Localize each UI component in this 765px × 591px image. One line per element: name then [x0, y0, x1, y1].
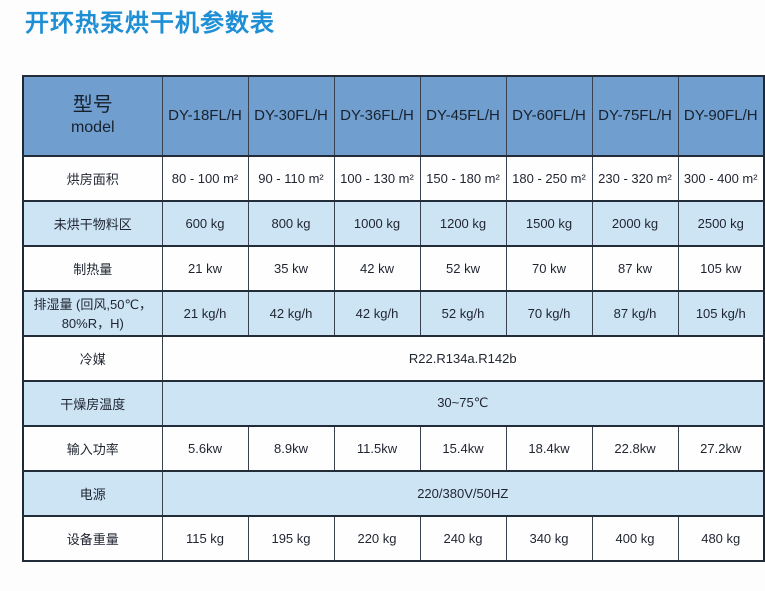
value-cell: 480 kg: [677, 514, 765, 562]
table-row: 冷媒 R22.R134a.R142b: [22, 334, 765, 382]
value-cell: 600 kg: [161, 199, 249, 247]
value-cell: 105 kg/h: [677, 289, 765, 337]
model-column-header: DY-45FL/H: [419, 74, 507, 157]
value-cell: 1200 kg: [419, 199, 507, 247]
table-row: 设备重量 115 kg 195 kg 220 kg 240 kg 340 kg 400 kg…: [22, 514, 765, 562]
value-cell: 18.4kw: [505, 424, 593, 472]
row-label: 烘房面积: [22, 154, 163, 202]
row-label: 电源: [22, 469, 163, 517]
model-header-cell: 型号 model: [22, 74, 163, 157]
value-cell: 240 kg: [419, 514, 507, 562]
value-cell: 800 kg: [247, 199, 335, 247]
row-label: 冷媒: [22, 334, 163, 382]
value-cell: 70 kg/h: [505, 289, 593, 337]
model-column-header: DY-36FL/H: [333, 74, 421, 157]
table-header-row: 型号 model DY-18FL/H DY-30FL/H DY-36FL/H DY-4…: [22, 74, 765, 157]
value-cell: 21 kw: [161, 244, 249, 292]
value-cell: 27.2kw: [677, 424, 765, 472]
model-column-header: DY-30FL/H: [247, 74, 335, 157]
model-label-zh: 型号: [72, 94, 113, 117]
table-row: 排湿量 (回风,50℃，80%R，H) 21 kg/h 42 kg/h 42 kg/h…: [22, 289, 765, 337]
table-row: 烘房面积 80 - 100 m² 90 - 110 m² 100 - 130 m² 15…: [22, 154, 765, 202]
value-cell: 150 - 180 m²: [419, 154, 507, 202]
row-label: 制热量: [22, 244, 163, 292]
value-cell: 87 kg/h: [591, 289, 679, 337]
value-cell: 11.5kw: [333, 424, 421, 472]
row-label: 输入功率: [22, 424, 163, 472]
value-cell: 42 kg/h: [333, 289, 421, 337]
table-row: 输入功率 5.6kw 8.9kw 11.5kw 15.4kw 18.4kw 22.8kw 27…: [22, 424, 765, 472]
table-row: 电源 220/380V/50HZ: [22, 469, 765, 517]
value-cell: 195 kg: [247, 514, 335, 562]
value-cell: 52 kg/h: [419, 289, 507, 337]
value-cell: 90 - 110 m²: [247, 154, 335, 202]
value-cell: 42 kw: [333, 244, 421, 292]
table-row: 制热量 21 kw 35 kw 42 kw 52 kw 70 kw 87 kw 105 kw: [22, 244, 765, 292]
merged-value-cell: 30~75℃: [161, 379, 765, 427]
value-cell: 100 - 130 m²: [333, 154, 421, 202]
value-cell: 21 kg/h: [161, 289, 249, 337]
value-cell: 8.9kw: [247, 424, 335, 472]
value-cell: 300 - 400 m²: [677, 154, 765, 202]
merged-value-cell: R22.R134a.R142b: [161, 334, 765, 382]
row-label: 未烘干物料区: [22, 199, 163, 247]
model-column-header: DY-60FL/H: [505, 74, 593, 157]
value-cell: 15.4kw: [419, 424, 507, 472]
value-cell: 180 - 250 m²: [505, 154, 593, 202]
value-cell: 230 - 320 m²: [591, 154, 679, 202]
model-label-en: model: [70, 119, 115, 137]
merged-value-cell: 220/380V/50HZ: [161, 469, 765, 517]
value-cell: 80 - 100 m²: [161, 154, 249, 202]
value-cell: 2500 kg: [677, 199, 765, 247]
value-cell: 42 kg/h: [247, 289, 335, 337]
value-cell: 52 kw: [419, 244, 507, 292]
value-cell: 340 kg: [505, 514, 593, 562]
model-column-header: DY-18FL/H: [161, 74, 249, 157]
value-cell: 5.6kw: [161, 424, 249, 472]
parameter-table: 型号 model DY-18FL/H DY-30FL/H DY-36FL/H DY-4…: [22, 74, 765, 562]
row-label: 排湿量 (回风,50℃，80%R，H): [22, 289, 163, 337]
model-column-header: DY-90FL/H: [677, 74, 765, 157]
table-row: 干燥房温度 30~75℃: [22, 379, 765, 427]
value-cell: 22.8kw: [591, 424, 679, 472]
value-cell: 105 kw: [677, 244, 765, 292]
page-title: 开环热泵烘干机参数表: [25, 10, 275, 37]
value-cell: 220 kg: [333, 514, 421, 562]
row-label: 设备重量: [22, 514, 163, 562]
value-cell: 1000 kg: [333, 199, 421, 247]
value-cell: 115 kg: [161, 514, 249, 562]
model-column-header: DY-75FL/H: [591, 74, 679, 157]
value-cell: 400 kg: [591, 514, 679, 562]
value-cell: 1500 kg: [505, 199, 593, 247]
row-label: 干燥房温度: [22, 379, 163, 427]
value-cell: 2000 kg: [591, 199, 679, 247]
value-cell: 70 kw: [505, 244, 593, 292]
value-cell: 35 kw: [247, 244, 335, 292]
table-row: 未烘干物料区 600 kg 800 kg 1000 kg 1200 kg 1500 kg 2…: [22, 199, 765, 247]
value-cell: 87 kw: [591, 244, 679, 292]
